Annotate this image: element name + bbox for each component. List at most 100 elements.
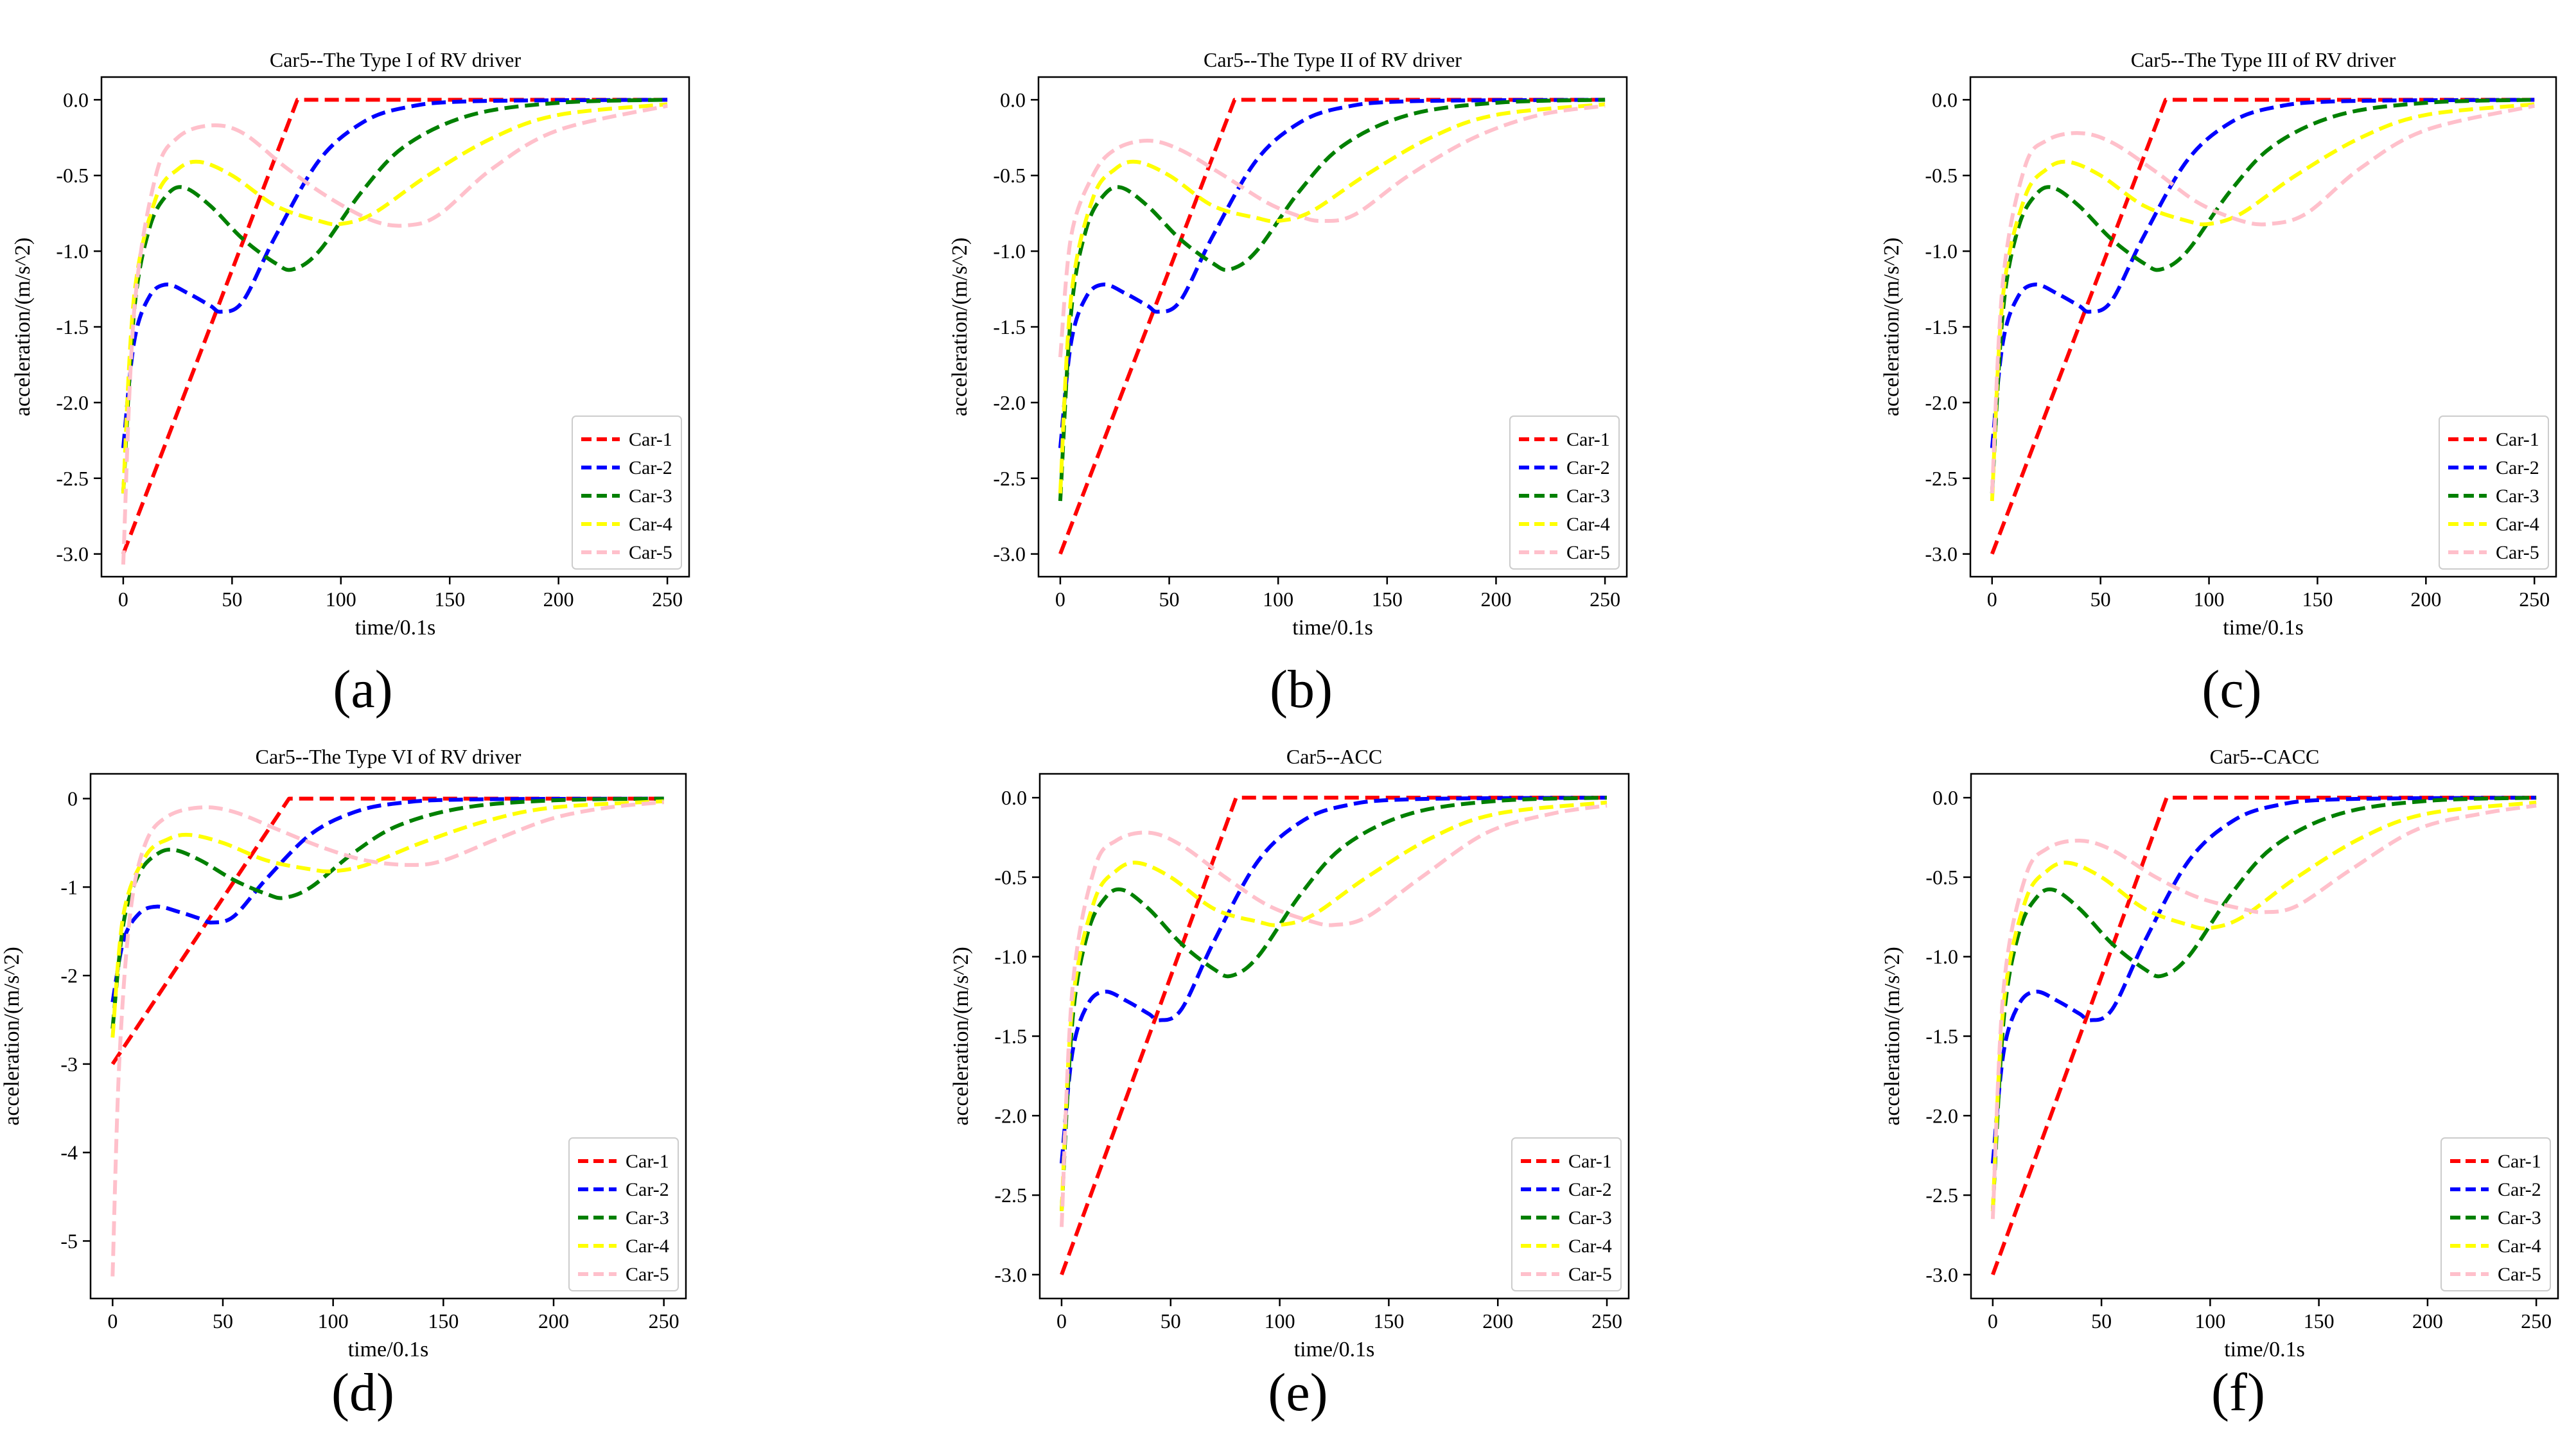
y-tick-label: -2.0: [1925, 1104, 1958, 1127]
series-lines: [1990, 796, 2537, 1275]
series-line-car-5: [1060, 803, 1608, 1227]
y-axis-label: acceleration/(m/s^2): [0, 947, 24, 1125]
legend: Car-1 Car-2 Car-3 Car-4 Car-5: [2439, 415, 2549, 570]
legend: Car-1 Car-2 Car-3 Car-4 Car-5: [572, 415, 682, 570]
x-tick-label: 0: [107, 1309, 118, 1333]
legend-label-car-1: Car-1: [629, 429, 672, 450]
x-tick-label: 50: [1159, 588, 1180, 611]
legend-label-car-1: Car-1: [626, 1151, 669, 1172]
legend-label-car-5: Car-5: [2496, 542, 2539, 563]
y-tick-label: 0.0: [1000, 88, 1026, 111]
x-tick-label: 100: [1265, 1309, 1295, 1333]
y-tick-label: -3.0: [56, 543, 89, 566]
series-line-car-1: [1060, 796, 1607, 1275]
series-line-car-1: [110, 796, 664, 1065]
y-tick-label: 0.0: [1932, 88, 1958, 111]
x-axis-label: time/0.1s: [348, 1338, 429, 1361]
y-tick-label: -2.0: [56, 391, 89, 414]
chart-title: Car5--The Type II of RV driver: [1204, 48, 1462, 71]
series-line-car-3: [1990, 98, 2535, 494]
legend-label-car-3: Car-3: [1568, 1207, 1612, 1229]
y-tick-label: -4: [60, 1141, 78, 1164]
series-line-car-4: [1990, 102, 2535, 502]
legend-label-car-4: Car-4: [1566, 514, 1610, 535]
legend: Car-1 Car-2 Car-3 Car-4 Car-5: [2440, 1137, 2551, 1291]
y-tick-label: -2.5: [1925, 1184, 1958, 1207]
y-tick-label: -1.0: [56, 240, 89, 263]
y-tick-label: 0.0: [63, 88, 89, 111]
legend-label-car-4: Car-4: [629, 514, 672, 535]
y-tick-label: -3.0: [994, 1263, 1027, 1286]
x-axis-label: time/0.1s: [2223, 616, 2304, 640]
series-line-car-5: [1058, 103, 1606, 358]
series-line-car-3: [1058, 98, 1606, 502]
series-line-car-4: [110, 799, 664, 1038]
x-tick-label: 200: [1482, 1309, 1513, 1333]
panel-label-f: (f): [2211, 1363, 2265, 1422]
series-line-car-2: [1990, 796, 2537, 1164]
x-axis-label: time/0.1s: [1294, 1338, 1375, 1361]
x-tick-label: 200: [2410, 588, 2441, 611]
series-lines: [121, 98, 668, 565]
y-axis-label: acceleration/(m/s^2): [948, 238, 972, 416]
legend-label-car-4: Car-4: [626, 1236, 669, 1257]
legend-label-car-2: Car-2: [2496, 457, 2539, 478]
legend-label-car-3: Car-3: [626, 1207, 669, 1229]
chart-panel-a: Car5--The Type I of RV driver 0 50 100 150 20…: [11, 48, 690, 640]
chart-panel-c: Car5--The Type III of RV driver 0 50 100 150…: [1880, 48, 2557, 640]
y-tick-label: -1.0: [993, 240, 1026, 263]
x-tick-label: 150: [1373, 1309, 1404, 1333]
x-tick-label: 200: [538, 1309, 569, 1333]
x-tick-label: 100: [318, 1309, 349, 1333]
y-tick-label: 0.0: [1932, 786, 1958, 809]
legend: Car-1 Car-2 Car-3 Car-4 Car-5: [1511, 1137, 1622, 1291]
legend-label-car-2: Car-2: [626, 1179, 669, 1200]
legend-label-car-2: Car-2: [2498, 1179, 2541, 1200]
chart-title: Car5--The Type III of RV driver: [2131, 48, 2396, 71]
y-axis-label: acceleration/(m/s^2): [1880, 238, 1904, 416]
x-tick-label: 200: [2412, 1309, 2443, 1333]
x-tick-label: 250: [1591, 1309, 1622, 1333]
y-axis-label: acceleration/(m/s^2): [1880, 947, 1904, 1125]
legend-label-car-2: Car-2: [629, 457, 672, 478]
y-tick-label: -2.5: [1925, 467, 1958, 490]
y-axis-label: acceleration/(m/s^2): [949, 947, 973, 1125]
y-tick-label: -1.5: [993, 315, 1026, 338]
chart-panel-e: Car5--ACC 0 50 100 150 200 250 0.0 -0.5 -1.0 -1.5 -…: [949, 745, 1630, 1361]
x-tick-label: 50: [2090, 588, 2111, 611]
x-tick-label: 150: [2302, 588, 2333, 611]
x-axis-label: time/0.1s: [355, 616, 436, 640]
y-tick-label: -2.5: [994, 1184, 1027, 1207]
chart-title: Car5--ACC: [1286, 745, 1382, 768]
x-tick-label: 250: [649, 1309, 679, 1333]
legend-box: [568, 1137, 679, 1291]
legend-label-car-4: Car-4: [1568, 1236, 1612, 1257]
y-tick-label: -1.0: [1925, 240, 1958, 263]
x-tick-label: 0: [1987, 588, 1997, 611]
x-tick-label: 0: [1056, 1309, 1067, 1333]
legend-label-car-1: Car-1: [1566, 429, 1610, 450]
series-line-car-1: [1058, 98, 1606, 555]
series-line-car-1: [1991, 796, 2537, 1275]
y-tick-label: -1.5: [994, 1025, 1027, 1048]
series-line-car-3: [121, 98, 668, 494]
series-line-car-5: [110, 800, 664, 1277]
legend-label-car-2: Car-2: [1568, 1179, 1612, 1200]
x-tick-label: 200: [1480, 588, 1511, 611]
legend-box: [2439, 415, 2549, 570]
series-lines: [1058, 98, 1606, 555]
y-tick-label: -1.5: [1925, 315, 1958, 338]
x-axis-label: time/0.1s: [1292, 616, 1373, 640]
chart-title: Car5--The Type VI of RV driver: [256, 745, 521, 768]
y-tick-label: -2.0: [994, 1104, 1027, 1127]
x-tick-label: 100: [2194, 588, 2225, 611]
x-tick-label: 150: [428, 1309, 459, 1333]
series-line-car-5: [121, 103, 668, 565]
y-tick-label: -3.0: [1925, 543, 1958, 566]
series-line-car-3: [1060, 796, 1608, 1211]
series-line-car-2: [1060, 796, 1608, 1164]
x-tick-label: 0: [1055, 588, 1065, 611]
legend-label-car-4: Car-4: [2496, 514, 2539, 535]
y-tick-label: -1.0: [1925, 945, 1958, 968]
